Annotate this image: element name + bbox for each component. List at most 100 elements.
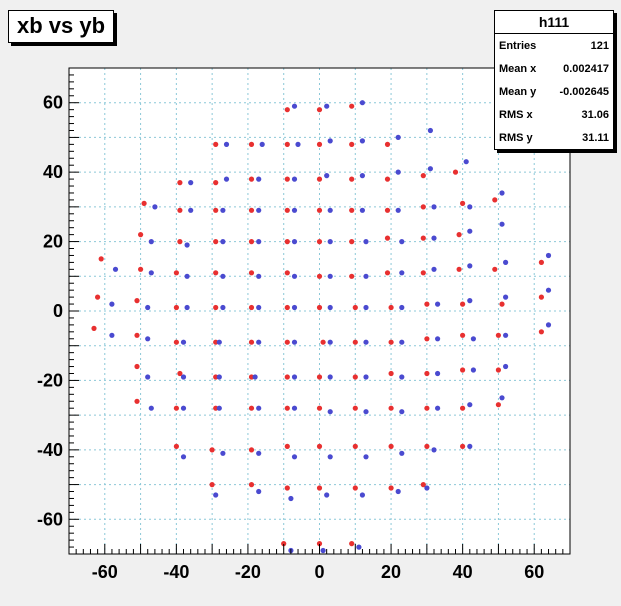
data-point-blue: [213, 492, 219, 498]
data-point-blue: [467, 443, 473, 449]
data-point-blue: [148, 270, 154, 276]
data-point-blue: [324, 173, 330, 179]
data-point-red: [173, 405, 179, 411]
data-point-red: [420, 270, 426, 276]
data-point-blue: [356, 544, 362, 550]
data-point-red: [460, 443, 466, 449]
data-point-blue: [256, 488, 262, 495]
data-point-red: [388, 405, 394, 411]
data-point-red: [349, 103, 355, 109]
data-point-blue: [327, 339, 333, 345]
data-point-red: [173, 304, 179, 311]
data-point-red: [248, 374, 255, 380]
data-point-red: [492, 197, 498, 203]
data-point-blue: [180, 405, 187, 411]
data-point-red: [316, 176, 323, 182]
data-point-blue: [503, 294, 509, 300]
data-point-blue: [467, 263, 473, 269]
data-point-blue: [256, 207, 262, 213]
stats-value: 0.002417: [563, 62, 609, 75]
axes-layer: -60 -40 -20 0 20 40 60 -60 -40 -20 0 20 40 60: [37, 67, 571, 582]
data-point-blue: [220, 239, 226, 245]
data-point-red: [173, 339, 179, 345]
data-point-red: [213, 339, 219, 345]
data-point-red: [388, 370, 394, 377]
data-point-blue: [220, 450, 226, 456]
data-point-blue: [503, 332, 509, 338]
data-point-blue: [499, 395, 505, 401]
data-point-red: [316, 374, 323, 380]
data-point-blue: [545, 287, 552, 293]
data-point-blue: [363, 454, 369, 460]
data-point-red: [388, 485, 394, 491]
data-point-blue: [427, 127, 433, 134]
data-point-red: [173, 270, 179, 276]
data-point-red: [213, 405, 219, 411]
data-point-blue: [363, 374, 369, 380]
data-point-red: [316, 443, 323, 449]
data-point-blue: [145, 336, 151, 342]
data-point-blue: [291, 273, 298, 279]
data-point-red: [284, 207, 290, 213]
data-point-red: [316, 304, 323, 311]
data-point-blue: [545, 322, 552, 328]
data-point-blue: [395, 488, 401, 495]
data-point-blue: [223, 176, 230, 182]
data-point-red: [499, 301, 505, 307]
data-point-blue: [291, 239, 298, 245]
data-point-blue: [359, 138, 365, 144]
data-point-blue: [363, 409, 369, 415]
data-point-red: [284, 443, 290, 449]
data-point-blue: [467, 228, 473, 234]
data-point-red: [213, 304, 219, 311]
stats-box: h111 Entries 121 Mean x 0.002417 Mean y …: [494, 10, 614, 150]
data-point-red: [213, 207, 219, 213]
data-point-blue: [327, 138, 333, 144]
data-point-blue: [184, 242, 190, 248]
data-point-red: [134, 363, 140, 370]
stats-label: Mean y: [499, 85, 537, 98]
data-point-red: [248, 207, 255, 213]
data-point-blue: [180, 339, 187, 345]
data-point-blue: [188, 207, 194, 213]
data-point-red: [284, 304, 290, 311]
data-point-red: [384, 207, 391, 213]
data-point-red: [316, 207, 323, 213]
stats-value: 31.06: [581, 108, 609, 121]
data-point-red: [456, 266, 462, 272]
data-point-blue: [256, 450, 262, 456]
chart-title: xb vs yb: [8, 10, 115, 43]
data-point-blue: [220, 273, 226, 279]
data-point-red: [352, 374, 358, 380]
data-point-blue: [435, 405, 441, 411]
data-point-blue: [359, 173, 365, 179]
data-point-red: [349, 141, 355, 147]
stats-value: -0.002645: [559, 85, 609, 98]
data-point-blue: [112, 266, 119, 272]
data-point-red: [384, 270, 391, 276]
data-point-blue: [503, 259, 509, 265]
data-point-red: [320, 339, 326, 345]
data-point-blue: [259, 141, 265, 147]
data-point-blue: [223, 141, 230, 147]
data-point-red: [349, 541, 355, 547]
data-point-red: [349, 176, 355, 182]
data-point-red: [349, 207, 355, 213]
stats-label: Mean x: [499, 62, 537, 75]
data-point-red: [460, 405, 466, 411]
data-point-red: [456, 232, 462, 238]
data-point-blue: [470, 367, 476, 373]
data-point-red: [388, 304, 394, 311]
data-point-blue: [327, 304, 333, 311]
data-point-blue: [291, 454, 298, 460]
data-point-red: [352, 339, 358, 345]
data-point-red: [213, 270, 219, 276]
data-point-blue: [463, 159, 469, 165]
data-point-red: [177, 239, 183, 245]
data-point-blue: [470, 336, 476, 342]
data-point-blue: [291, 176, 298, 182]
data-point-blue: [220, 304, 226, 311]
data-point-red: [213, 180, 219, 186]
data-point-red: [177, 180, 183, 186]
